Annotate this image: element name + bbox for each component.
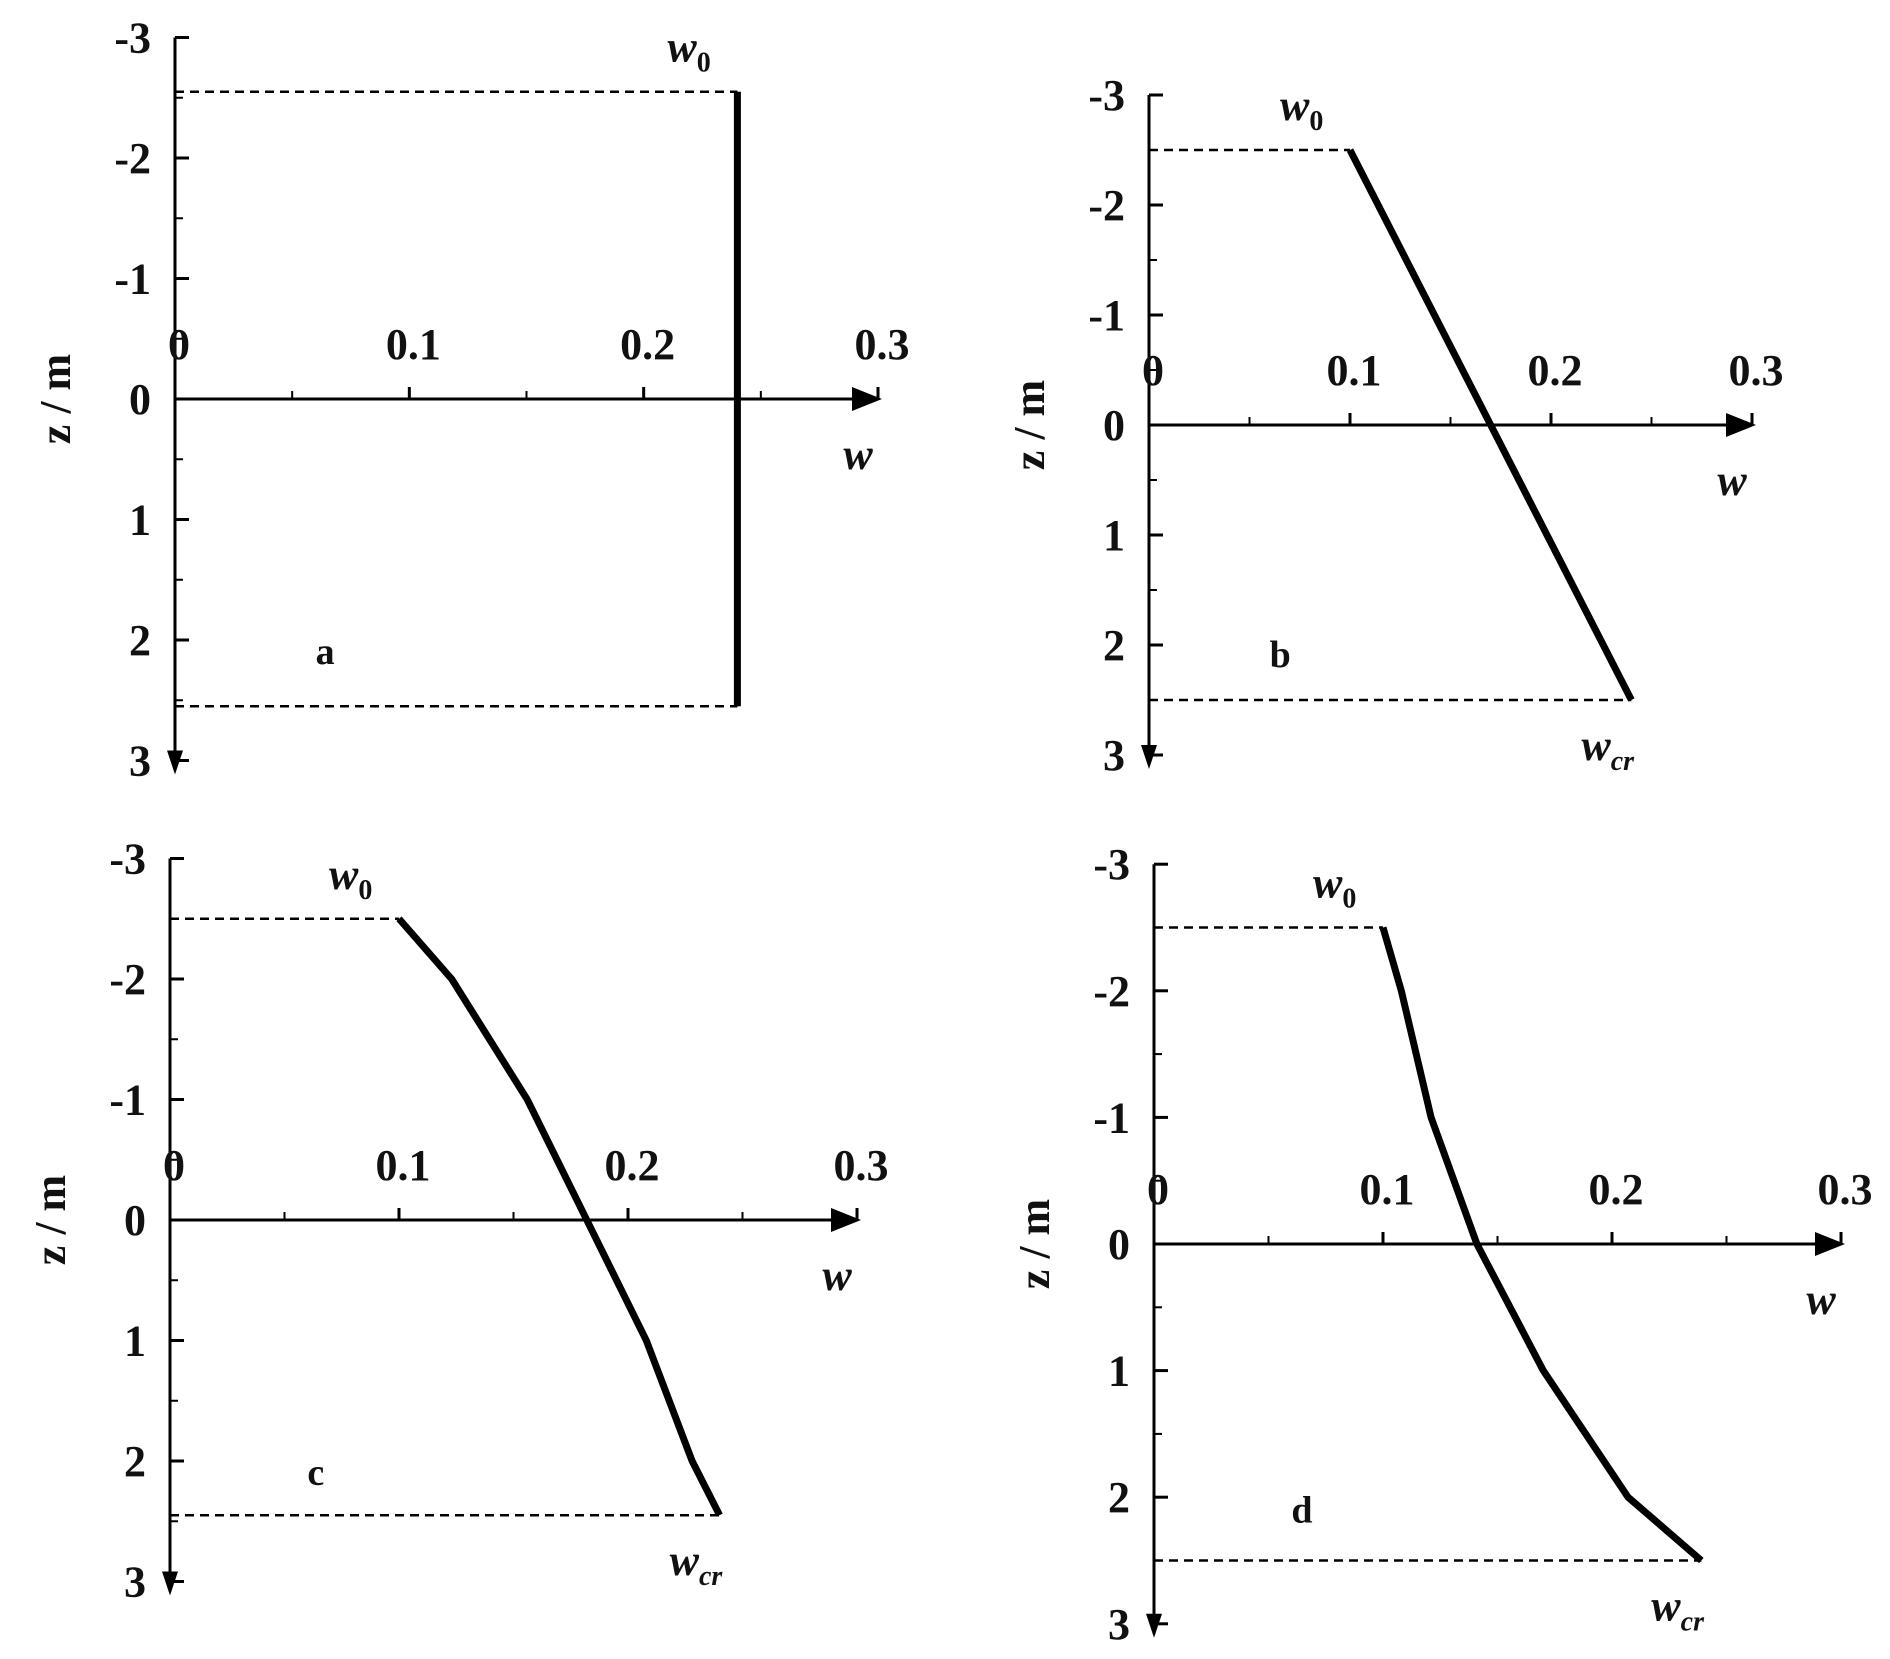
y-axis-label: z / m: [1005, 380, 1054, 470]
x-tick-label: 0.2: [1528, 346, 1583, 395]
y-tick-label: -2: [1088, 181, 1125, 230]
x-tick-label: 0.2: [1589, 1165, 1644, 1214]
x-axis-label: w: [1806, 1275, 1836, 1324]
y-axis-label: z / m: [31, 354, 80, 444]
annotation-subscript: cr: [1681, 1607, 1705, 1638]
x-tick-label: 0.1: [376, 1141, 431, 1190]
annotation-text: w: [1651, 1582, 1681, 1631]
y-tick-label: -2: [1093, 967, 1130, 1016]
annotation-subscript: 0: [697, 48, 711, 79]
annotation-subscript: cr: [699, 1561, 723, 1592]
x-tick-label: 0.3: [834, 1141, 889, 1190]
x-tick-label: 0: [163, 1141, 185, 1190]
x-tick-label: 0: [168, 320, 190, 369]
annotation-subscript: cr: [1611, 746, 1635, 777]
y-arrow: [167, 750, 183, 775]
y-tick-label: -3: [114, 14, 151, 63]
y-tick-label: -3: [109, 835, 146, 884]
panel-label: c: [307, 1452, 324, 1494]
y-tick-label: -3: [1093, 840, 1130, 889]
annotation-text: w: [670, 1536, 700, 1585]
y-tick-label: 2: [1108, 1473, 1130, 1522]
x-arrow: [852, 387, 882, 411]
annotation-subscript: 0: [1342, 884, 1356, 915]
data-line: [396, 916, 723, 1517]
x-tick-label: 0.3: [1729, 346, 1784, 395]
x-arrow: [1726, 413, 1756, 437]
y-tick-label: 1: [129, 496, 151, 545]
y-tick-label: -2: [114, 134, 151, 183]
panel-label: a: [316, 631, 335, 673]
data-line: [1346, 148, 1635, 702]
y-tick-label: 3: [1103, 731, 1125, 780]
annotation-text: w: [1313, 859, 1343, 908]
y-tick-label: -3: [1088, 71, 1125, 120]
annotation: w0: [1280, 81, 1323, 137]
annotation: wcr: [670, 1536, 724, 1592]
x-tick-label: 0: [1147, 1165, 1169, 1214]
y-tick-label: 3: [129, 737, 151, 786]
data-line: [1379, 926, 1704, 1564]
y-tick-label: 1: [1103, 511, 1125, 560]
annotation-text: w: [1581, 721, 1611, 770]
y-tick-label: -1: [109, 1076, 146, 1125]
y-axis-label: z / m: [26, 1175, 75, 1265]
annotation: wcr: [1651, 1582, 1705, 1638]
y-axis-label: z / m: [1010, 1199, 1059, 1289]
x-tick-label: 0.3: [855, 320, 910, 369]
x-tick-label: 0.1: [386, 320, 441, 369]
annotation-text: w: [1280, 81, 1310, 130]
x-tick-label: 0.2: [620, 320, 675, 369]
annotation-subscript: 0: [358, 875, 372, 906]
annotation-text: w: [667, 23, 697, 72]
x-tick-label: 0.1: [1327, 346, 1382, 395]
x-tick-label: 0.2: [605, 1141, 660, 1190]
x-axis-label: w: [822, 1251, 852, 1300]
y-tick-label: 2: [1103, 621, 1125, 670]
annotation: w0: [1313, 859, 1356, 915]
y-tick-label: -2: [109, 955, 146, 1004]
y-tick-label: 1: [124, 1317, 146, 1366]
y-tick-label: 1: [1108, 1347, 1130, 1396]
x-axis-label: w: [1717, 456, 1747, 505]
y-tick-label: 2: [124, 1437, 146, 1486]
annotation: w0: [667, 23, 710, 79]
y-tick-label: -1: [1088, 291, 1125, 340]
x-tick-label: 0: [1142, 346, 1164, 395]
y-tick-label: 0: [129, 375, 151, 424]
y-tick-label: -1: [114, 255, 151, 304]
x-tick-label: 0.1: [1360, 1165, 1415, 1214]
y-tick-label: 0: [1108, 1220, 1130, 1269]
annotation: wcr: [1581, 721, 1635, 777]
y-tick-label: 3: [1108, 1600, 1130, 1649]
panel-label: d: [1291, 1490, 1312, 1532]
x-tick-label: 0.3: [1818, 1165, 1873, 1214]
y-arrow: [162, 1571, 178, 1596]
y-tick-label: 0: [124, 1196, 146, 1245]
y-tick-label: -1: [1093, 1093, 1130, 1142]
annotation-text: w: [329, 850, 359, 899]
y-arrow: [1141, 745, 1157, 769]
x-arrow: [1815, 1232, 1845, 1256]
annotation: w0: [329, 850, 372, 906]
annotation-subscript: 0: [1309, 106, 1323, 137]
x-arrow: [831, 1208, 861, 1232]
y-tick-label: 0: [1103, 401, 1125, 450]
y-tick-label: 3: [124, 1558, 146, 1607]
y-tick-label: 2: [129, 616, 151, 665]
panel-label: b: [1270, 634, 1291, 676]
x-axis-label: w: [843, 430, 873, 479]
y-arrow: [1146, 1613, 1162, 1638]
